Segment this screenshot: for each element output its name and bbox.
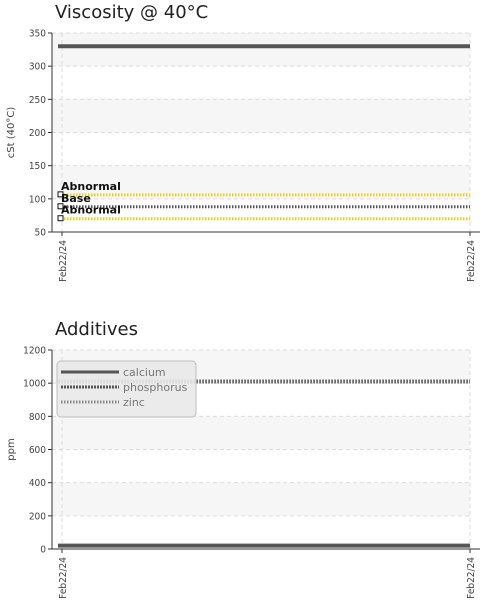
y-tick-label: 100	[29, 194, 46, 205]
y-axis-label: cSt (40°C)	[6, 107, 17, 159]
x-tick-label: Feb22/24	[466, 240, 477, 282]
reference-label: Abnormal	[61, 180, 121, 193]
chart-title-additives: Additives	[55, 319, 139, 340]
y-tick-label: 250	[29, 95, 46, 106]
y-tick-label: 300	[29, 62, 46, 73]
legend-label: calcium	[123, 366, 166, 379]
y-axis-label: ppm	[6, 438, 17, 460]
y-tick-label: 350	[29, 29, 46, 40]
plot-band	[52, 482, 470, 516]
reference-marker	[57, 215, 64, 222]
y-tick-label: 1200	[23, 346, 46, 357]
plot-band	[52, 416, 470, 450]
y-tick-label: 800	[29, 412, 46, 423]
reference-marker	[57, 203, 64, 210]
plot-band	[52, 99, 470, 133]
reference-marker	[57, 191, 64, 198]
legend-label: phosphorus	[123, 381, 188, 394]
y-tick-label: 0	[40, 545, 46, 556]
x-tick-label: Feb22/24	[466, 557, 477, 599]
x-tick-label: Feb22/24	[58, 557, 69, 599]
y-tick-label: 200	[29, 128, 46, 139]
y-tick-label: 150	[29, 161, 46, 172]
y-tick-label: 600	[29, 445, 46, 456]
plot-band	[52, 33, 470, 67]
reference-label: Base	[61, 192, 91, 205]
y-tick-label: 200	[29, 511, 46, 522]
reference-label: Abnormal	[61, 204, 121, 217]
legend-label: zinc	[123, 396, 145, 409]
y-tick-label: 1000	[23, 379, 46, 390]
y-tick-label: 50	[35, 228, 47, 239]
chart-title-viscosity: Viscosity @ 40°C	[55, 2, 209, 23]
y-tick-label: 400	[29, 478, 46, 489]
plot-band	[52, 165, 470, 199]
x-tick-label: Feb22/24	[58, 240, 69, 282]
